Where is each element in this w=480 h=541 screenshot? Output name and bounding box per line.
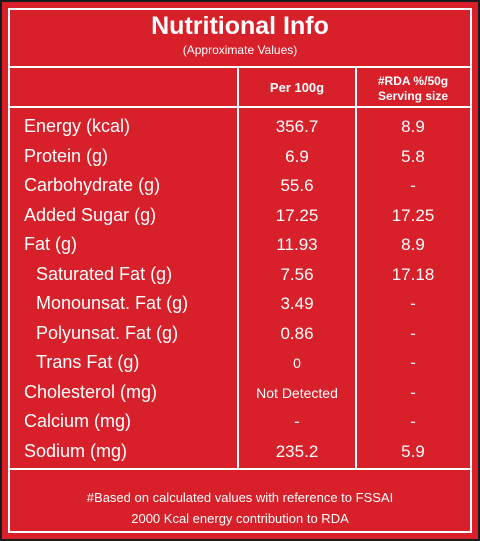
row-label: Protein (g) [24,145,109,166]
cell-value: - [410,176,416,195]
row-label: Sodium (mg) [24,440,128,461]
row-label: Cholesterol (mg) [24,381,158,402]
frame [8,8,472,533]
column-header: Serving size [377,89,449,103]
cell-value: 7.56 [280,264,314,284]
row-label: Monounsat. Fat (g) [36,293,189,313]
cell-value: 235.2 [275,441,319,461]
row-label: Carbohydrate (g) [24,175,161,195]
cell-value: 0.86 [280,323,314,343]
footnote: #Based on calculated values with referen… [86,490,394,505]
row-label: Trans Fat (g) [36,352,140,372]
cell-value: 8.9 [401,235,425,254]
column-rule [237,68,239,470]
rule [8,66,472,68]
cell-value: Not Detected [256,384,338,401]
column-header: Per 100g [269,80,325,95]
rule [8,106,472,108]
cell-value: - [410,323,416,343]
cell-value: - [410,412,416,431]
row-label: Saturated Fat (g) [36,263,173,284]
cell-value: 5.8 [401,146,425,166]
cell-value: 6.9 [285,146,309,166]
cell-value: 3.49 [280,294,314,313]
cell-value: - [410,382,416,402]
row-label: Calcium (mg) [24,411,132,431]
cell-value: - [294,412,300,431]
rule [8,468,472,470]
cell-value: - [410,294,416,313]
column-header: #RDA %/50g [377,74,449,88]
footnote: 2000 Kcal energy contribution to RDA [131,511,349,526]
cell-value: - [410,353,416,372]
cell-value: 11.93 [276,235,318,254]
row-label: Fat (g) [24,234,78,254]
row-label: Polyunsat. Fat (g) [36,322,179,343]
row-label: Added Sugar (g) [24,204,157,225]
title: Nutritional Info [151,12,329,40]
cell-value: 17.18 [391,264,435,284]
subtitle: (Approximate Values) [182,43,298,57]
cell-value: 0 [293,355,301,371]
column-rule [355,68,357,470]
row-label: Energy (kcal) [24,116,131,136]
cell-value: 356.7 [275,117,319,136]
cell-value: 8.9 [401,117,425,136]
cell-value: 17.25 [391,205,435,225]
cell-value: 5.9 [401,441,425,461]
cell-value: 17.25 [275,205,319,225]
cell-value: 55.6 [280,176,314,195]
